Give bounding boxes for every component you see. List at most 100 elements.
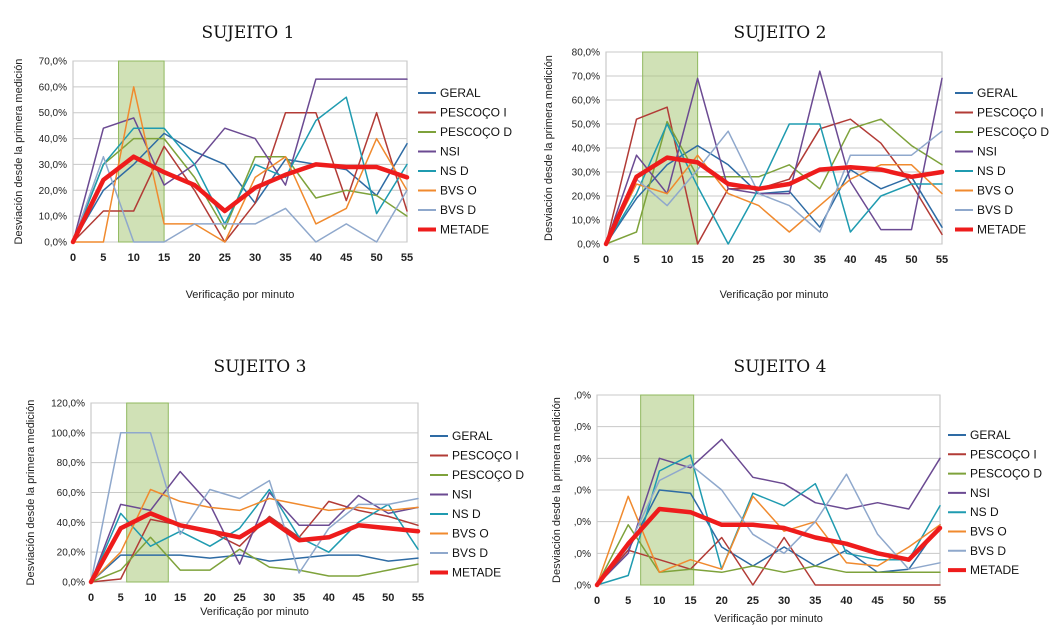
legend: GERAL PESCOÇO I PESCOÇO D NSI NS D BVS O BVS D… <box>955 86 1049 237</box>
legend-label: PESCOÇO I <box>977 106 1044 120</box>
x-tick-label: 30 <box>263 592 275 604</box>
x-tick-label: 15 <box>692 254 704 266</box>
series-line-ns-d <box>596 454 941 586</box>
legend-label: GERAL <box>977 86 1018 100</box>
x-tick-label: 50 <box>905 254 917 266</box>
series-line-bvs-d <box>605 130 943 245</box>
legend-label: METADE <box>977 223 1026 237</box>
chart-3: 0,0% 20,0% 40,0% 60,0% 80,0% 100,0% 120,0% 0 5 10… <box>25 357 524 618</box>
x-tick-label: 0 <box>594 595 600 607</box>
chart-1: 0,0% 10,0% 20,0% 30,0% 40,0% 50,0% 60,0% 70,0% 0… <box>13 23 512 301</box>
series-line-pesco-o-d <box>90 536 419 583</box>
y-tick-label: 60,0% <box>57 488 85 499</box>
chart-title: SUJEITO 3 <box>214 357 307 377</box>
series-line-nsi <box>605 70 943 245</box>
y-tick-label: 100,0% <box>51 428 85 439</box>
x-tick-label: 5 <box>100 252 106 264</box>
x-tick-label: 5 <box>633 254 639 266</box>
x-tick-label: 45 <box>352 592 364 604</box>
legend-label: NSI <box>970 486 990 500</box>
x-tick-label: 55 <box>934 595 946 607</box>
x-tick-label: 10 <box>128 252 140 264</box>
legend-label: BVS D <box>440 203 476 217</box>
y-tick-label: 40,0% <box>57 518 85 529</box>
legend-label: METADE <box>452 566 501 580</box>
x-tick-label: 10 <box>144 592 156 604</box>
y-axis-label: Desviación desde la primera medición <box>543 55 555 241</box>
x-tick-label: 45 <box>872 595 884 607</box>
y-tick-label: ,0% <box>574 581 591 592</box>
x-tick-label: 35 <box>279 252 291 264</box>
legend-label: BVS D <box>452 546 488 560</box>
x-tick-label: 35 <box>293 592 305 604</box>
legend-label: NS D <box>970 505 999 519</box>
y-tick-label: 60,0% <box>39 82 67 93</box>
legend-label: NS D <box>440 164 469 178</box>
legend-label: GERAL <box>970 428 1011 442</box>
series-line-bvs-d <box>90 432 419 583</box>
x-tick-label: 35 <box>814 254 826 266</box>
series-line-ns-d <box>605 123 943 245</box>
x-tick-label: 40 <box>323 592 335 604</box>
y-axis-label: Desviación desde la primera medición <box>13 59 25 245</box>
y-tick-label: ,0% <box>574 454 591 465</box>
x-tick-label: 0 <box>88 592 94 604</box>
legend-label: BVS O <box>440 184 477 198</box>
legend: GERAL PESCOÇO I PESCOÇO D NSI NS D BVS O BVS D… <box>430 429 524 580</box>
x-tick-label: 15 <box>158 252 170 264</box>
legend-label: PESCOÇO I <box>440 106 507 120</box>
x-tick-label: 5 <box>625 595 631 607</box>
y-tick-label: 40,0% <box>39 134 67 145</box>
y-axis-label: Desviación desde la primera medición <box>25 400 37 586</box>
y-tick-label: ,0% <box>574 422 591 433</box>
x-axis-label: Verificação por minuto <box>714 613 823 625</box>
series-line-bvs-d <box>72 155 408 243</box>
series-line-bvs-d <box>596 463 941 586</box>
series-line-pesco-o-i <box>90 500 419 583</box>
x-tick-label: 20 <box>716 595 728 607</box>
series-line-metade <box>70 154 410 245</box>
legend-label: PESCOÇO D <box>452 468 524 482</box>
x-tick-label: 30 <box>778 595 790 607</box>
series-line-metade <box>88 511 421 585</box>
series-line-metade <box>603 155 945 247</box>
y-tick-label: 60,0% <box>572 96 600 107</box>
series-line-bvs-o <box>596 495 941 586</box>
series-line-bvs-o <box>605 154 943 245</box>
y-tick-label: 80,0% <box>57 458 85 469</box>
x-tick-label: 15 <box>174 592 186 604</box>
x-tick-label: 30 <box>249 252 261 264</box>
x-tick-label: 40 <box>310 252 322 264</box>
chart-title: SUJEITO 1 <box>202 23 295 43</box>
series-line-metade <box>594 506 943 588</box>
series-line-pesco-o-i <box>605 106 943 245</box>
y-tick-label: 0,0% <box>62 578 85 589</box>
x-axis-label: Verificação por minuto <box>200 606 309 618</box>
y-tick-label: 30,0% <box>39 160 67 171</box>
legend-label: NSI <box>977 145 997 159</box>
series-line-geral <box>605 144 943 245</box>
x-tick-label: 35 <box>809 595 821 607</box>
chart-2: 0,0% 10,0% 20,0% 30,0% 40,0% 50,0% 60,0% 70,0% 8… <box>543 23 1049 301</box>
x-axis-label: Verificação por minuto <box>720 289 829 301</box>
x-tick-label: 55 <box>412 592 424 604</box>
legend: GERAL PESCOÇO I PESCOÇO D NSI NS D BVS O BVS D… <box>418 86 512 237</box>
x-tick-label: 20 <box>188 252 200 264</box>
x-axis-label: Verificação por minuto <box>186 289 295 301</box>
legend-label: BVS O <box>452 527 489 541</box>
legend: GERAL PESCOÇO I PESCOÇO D NSI NS D BVS O BVS D… <box>948 428 1042 577</box>
x-tick-label: 45 <box>340 252 352 264</box>
legend-label: GERAL <box>440 86 481 100</box>
x-tick-label: 0 <box>70 252 76 264</box>
x-tick-label: 50 <box>382 592 394 604</box>
chart-title: SUJEITO 2 <box>734 23 827 43</box>
x-tick-label: 25 <box>219 252 231 264</box>
series-line-geral <box>72 132 408 243</box>
y-tick-label: 40,0% <box>572 144 600 155</box>
highlight-band <box>642 51 699 245</box>
series-line-nsi <box>596 438 941 586</box>
x-tick-label: 10 <box>661 254 673 266</box>
series-line-ns-d <box>90 488 419 583</box>
x-tick-label: 30 <box>783 254 795 266</box>
legend-label: BVS D <box>970 544 1006 558</box>
